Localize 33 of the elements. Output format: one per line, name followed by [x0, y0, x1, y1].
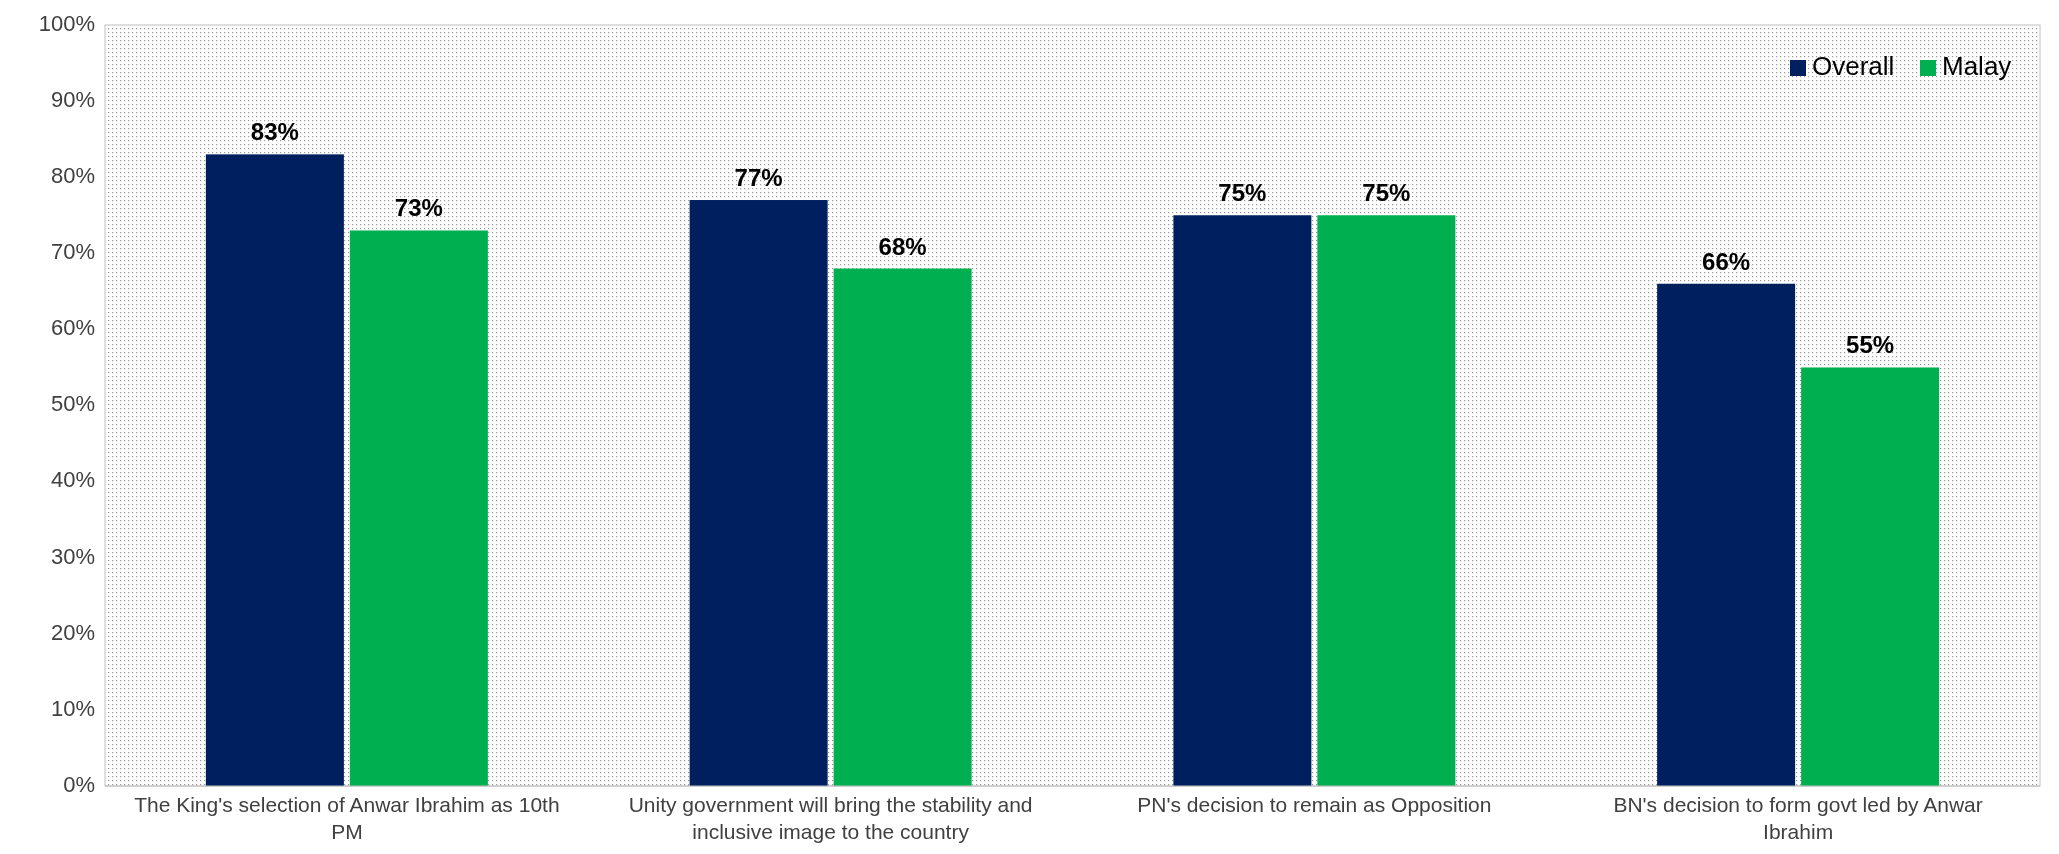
y-tick-label: 90% — [50, 86, 95, 112]
data-label: 75% — [1362, 179, 1411, 207]
data-label: 75% — [1218, 179, 1267, 207]
y-tick-label: 0% — [63, 771, 95, 797]
bar — [1317, 215, 1456, 786]
bar — [1173, 215, 1312, 786]
x-tick-label: Unity government will bring the stability and inclusive image to the country — [628, 793, 1033, 843]
data-label: 77% — [734, 164, 783, 192]
legend-label: Malay — [1942, 50, 2012, 81]
data-label: 55% — [1846, 331, 1895, 359]
legend-label: Overall — [1812, 50, 1895, 81]
data-label: 83% — [250, 118, 299, 146]
bar — [205, 154, 344, 786]
bar — [1801, 367, 1940, 786]
bar — [1657, 283, 1796, 786]
y-tick-label: 80% — [50, 163, 95, 189]
x-tick-label: BN's decision to form govt led by Anwar Ibrahim — [1613, 793, 1983, 843]
data-label: 68% — [878, 232, 927, 260]
bar — [349, 230, 488, 786]
data-label: 73% — [394, 194, 443, 222]
y-tick-label: 20% — [50, 619, 95, 645]
x-tick-label: The King's selection of Anwar Ibrahim as 10th PM — [134, 793, 560, 843]
y-tick-label: 60% — [50, 315, 95, 341]
y-tick-label: 100% — [38, 10, 95, 36]
bar — [833, 268, 972, 786]
y-tick-label: 40% — [50, 467, 95, 493]
y-tick-label: 30% — [50, 543, 95, 569]
bar — [689, 200, 828, 786]
x-tick-label: PN's decision to remain as Opposition — [1137, 793, 1492, 816]
y-tick-label: 10% — [50, 695, 95, 721]
y-tick-label: 70% — [50, 239, 95, 265]
y-tick-label: 50% — [50, 391, 95, 417]
data-label: 66% — [1702, 247, 1751, 275]
